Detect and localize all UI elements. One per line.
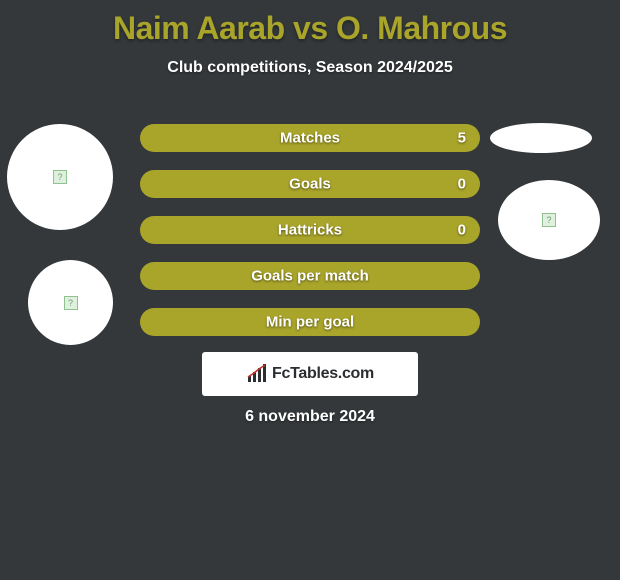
stats-bars: Matches 5 Goals 0 Hattricks 0 Goals per … (140, 124, 480, 354)
stat-bar-hattricks: Hattricks 0 (140, 216, 480, 244)
stat-bar-min-per-goal: Min per goal (140, 308, 480, 336)
stat-value: 0 (458, 176, 466, 193)
image-placeholder-icon: ? (53, 170, 67, 184)
stat-bar-goals: Goals 0 (140, 170, 480, 198)
player-avatar-right-top (490, 123, 592, 153)
image-placeholder-icon: ? (64, 296, 78, 310)
stat-label: Goals per match (140, 268, 480, 285)
player-avatar-right-bottom: ? (498, 180, 600, 260)
stat-label: Goals (140, 176, 480, 193)
subtitle: Club competitions, Season 2024/2025 (0, 59, 620, 77)
stat-label: Min per goal (140, 314, 480, 331)
player-avatar-left-bottom: ? (28, 260, 113, 345)
stat-value: 5 (458, 130, 466, 147)
brand-badge: FcTables.com (202, 352, 418, 396)
stat-label: Hattricks (140, 222, 480, 239)
stat-bar-goals-per-match: Goals per match (140, 262, 480, 290)
date-text: 6 november 2024 (0, 408, 620, 426)
page-title: Naim Aarab vs O. Mahrous (0, 0, 620, 47)
bar-chart-icon (246, 364, 270, 384)
brand-text: FcTables.com (272, 365, 374, 383)
image-placeholder-icon: ? (542, 213, 556, 227)
player-avatar-left-top: ? (7, 124, 113, 230)
stat-bar-matches: Matches 5 (140, 124, 480, 152)
stat-value: 0 (458, 222, 466, 239)
stat-label: Matches (140, 130, 480, 147)
